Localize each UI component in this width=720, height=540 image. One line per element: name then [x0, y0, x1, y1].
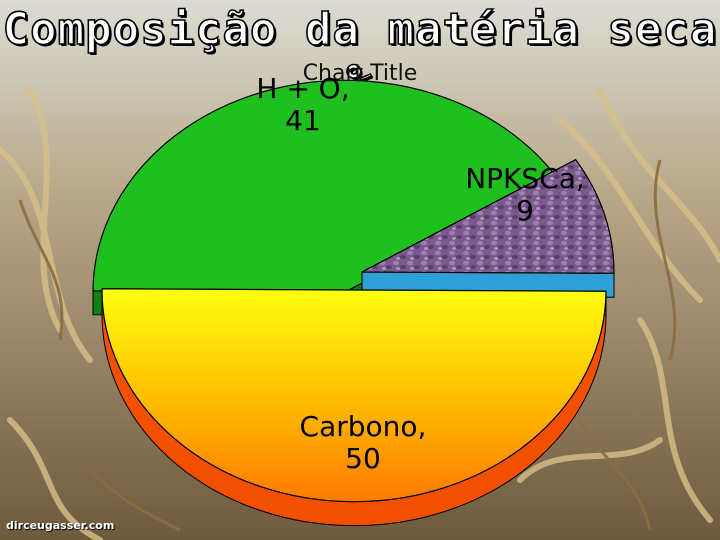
data-label-h-o: H + O, 41	[256, 72, 349, 137]
data-label-carbono: Carbono, 50	[300, 410, 427, 475]
data-label-npksca: NPKSCa, 9	[465, 162, 585, 227]
pie-slice-npksca	[361, 158, 615, 274]
watermark: dirceugasser.com	[6, 519, 115, 532]
pie-slice-carbono	[101, 288, 607, 502]
chart-title: Chart Title	[303, 61, 418, 86]
